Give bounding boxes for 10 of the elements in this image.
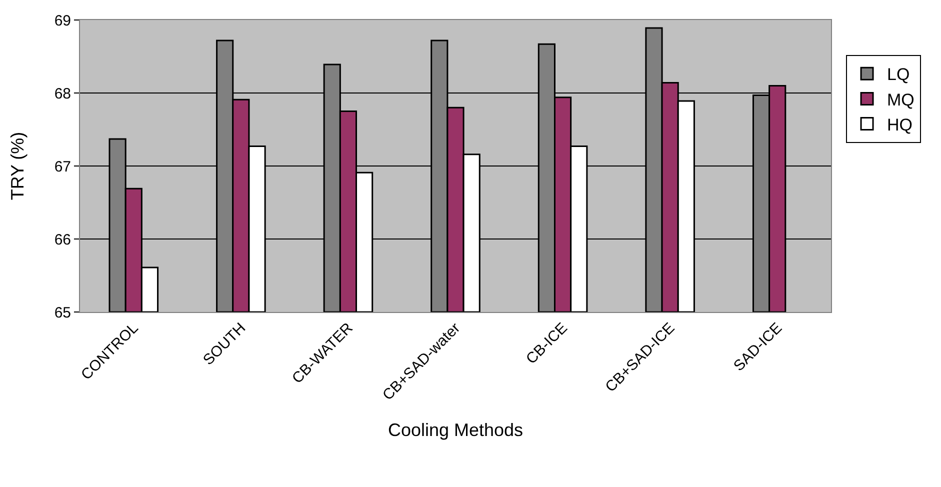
x-axis-title: Cooling Methods — [388, 420, 524, 440]
legend-label: HQ — [887, 115, 913, 134]
y-tick-label: 67 — [54, 158, 71, 176]
y-tick-label: 69 — [54, 12, 71, 30]
legend-label: MQ — [887, 90, 914, 110]
y-tick-label: 68 — [54, 85, 71, 102]
y-tick-label: 65 — [54, 304, 71, 322]
legend-label: LQ — [887, 65, 910, 84]
y-tick-label: 66 — [54, 231, 71, 248]
y-axis-title: TRY (%) — [8, 132, 28, 200]
